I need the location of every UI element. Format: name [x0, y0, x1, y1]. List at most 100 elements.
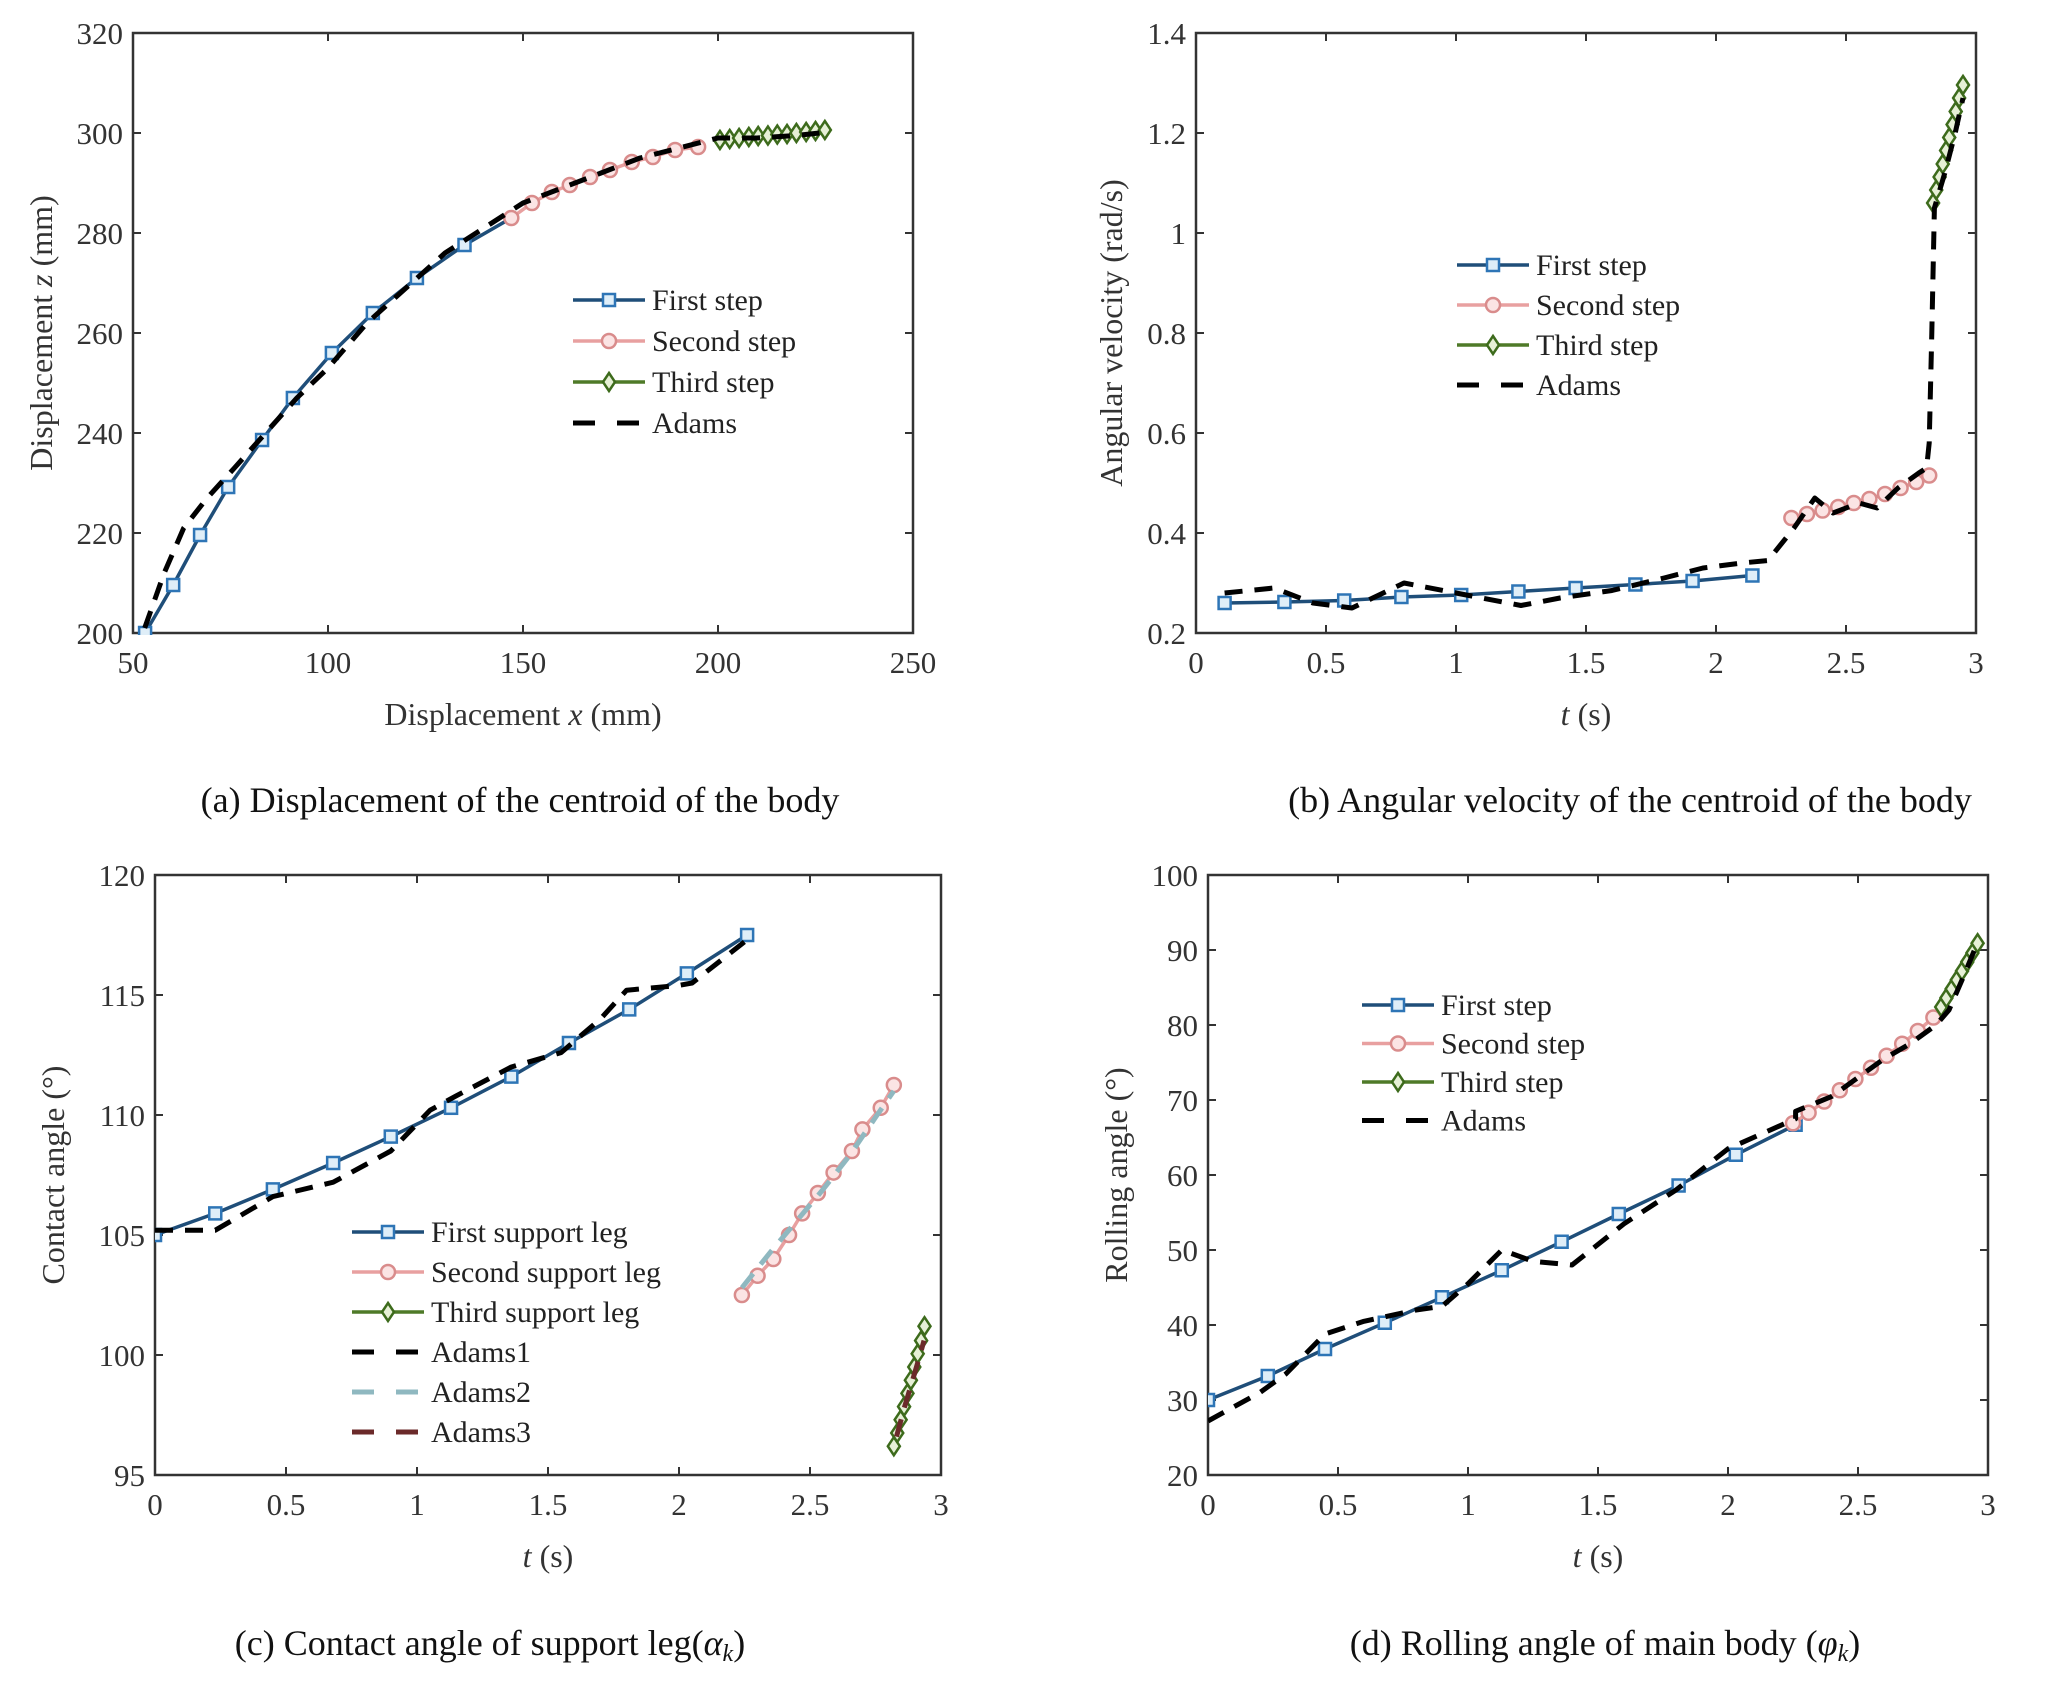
axes-frame — [1206, 873, 1990, 1477]
y-tick-label: 30 — [1167, 1383, 1198, 1418]
x-tick-label: 2.5 — [1839, 1487, 1878, 1522]
x-tick-label: 1.5 — [529, 1487, 568, 1522]
legend-label-adams3: Adams3 — [431, 1416, 531, 1449]
x-tick-label: 0 — [1188, 645, 1204, 680]
y-axis-label: Angular velocity (rad/s) — [1093, 179, 1129, 486]
legend-label-second-step: Second step — [652, 325, 796, 358]
data-point-first-step — [1728, 1147, 1744, 1162]
y-tick-label: 0.6 — [1147, 416, 1186, 451]
y-tick-label: 60 — [1167, 1158, 1198, 1193]
legend: First step Second step Third step Adams — [1457, 249, 1680, 402]
data-point-first-step — [192, 527, 208, 543]
series-line-second-step — [1792, 1016, 1935, 1125]
plot-area — [1208, 931, 1986, 1424]
legend-marker-first-step — [1390, 997, 1406, 1013]
y-tick-label: 50 — [1167, 1233, 1198, 1268]
y-tick-label: 100 — [99, 1338, 146, 1373]
data-point-third-support-leg — [916, 1314, 932, 1338]
data-point-first-step — [137, 625, 153, 635]
x-tick-label: 250 — [890, 645, 937, 680]
panel-caption: (b) Angular velocity of the centroid of … — [1288, 780, 1972, 820]
legend: First support leg Second support leg Third… — [352, 1216, 661, 1449]
data-point-first-step — [1611, 1206, 1627, 1222]
data-point-first-step — [1554, 1234, 1569, 1249]
y-tick-label: 120 — [99, 858, 146, 893]
x-tick-label: 1 — [1460, 1487, 1476, 1522]
y-tick-label: 0.4 — [1147, 516, 1186, 551]
x-tick-label: 0.5 — [267, 1487, 306, 1522]
legend-label-adams: Adams — [1536, 369, 1621, 402]
x-tick-label: 2.5 — [1827, 645, 1866, 680]
series-line-adams1 — [155, 937, 749, 1233]
data-point-second-step — [1814, 502, 1831, 519]
legend-label-second-support-leg: Second support leg — [431, 1256, 661, 1289]
x-axis-label: t (s) — [1573, 1538, 1624, 1574]
data-point-second-step — [1878, 1047, 1895, 1064]
x-tick-label: 2.5 — [791, 1487, 830, 1522]
y-tick-label: 240 — [77, 416, 124, 451]
legend-marker-third-support-leg — [380, 1300, 396, 1324]
x-tick-label: 2 — [1708, 645, 1724, 680]
data-point-third-step — [817, 118, 833, 142]
legend-label-third-step: Third step — [1441, 1066, 1563, 1099]
data-point-first-step — [1377, 1315, 1393, 1330]
data-point-first-step — [1217, 595, 1232, 611]
data-point-first-support-leg — [504, 1069, 519, 1084]
data-point-first-support-leg — [325, 1155, 341, 1171]
plot-area — [155, 927, 932, 1458]
y-tick-label: 80 — [1167, 1008, 1198, 1043]
legend-marker-third-step — [1390, 1070, 1406, 1094]
data-point-first-step — [1208, 1392, 1216, 1408]
legend-label-first-step: First step — [1536, 249, 1647, 282]
legend-label-third-step: Third step — [652, 366, 774, 399]
y-axis-label: Displacement z (mm) — [23, 195, 59, 470]
series-line-adams2 — [739, 1089, 896, 1290]
legend-label-second-step: Second step — [1441, 1028, 1585, 1061]
y-tick-label: 220 — [77, 516, 124, 551]
legend-label-adams: Adams — [652, 407, 737, 440]
x-axis-label: t (s) — [523, 1538, 574, 1574]
legend-label-first-step: First step — [1441, 989, 1552, 1022]
series-line-second-step — [510, 145, 699, 220]
x-axis-label: Displacement x (mm) — [384, 696, 661, 732]
data-point-first-step — [1277, 594, 1292, 610]
data-point-first-support-leg — [621, 1002, 637, 1017]
data-point-first-step — [1260, 1368, 1276, 1384]
x-tick-label: 0 — [1200, 1487, 1216, 1522]
panel-a-displacement: 50 100 150 200 250 200 220 240 260 280 300 320 Displ… — [23, 16, 936, 820]
y-tick-label: 1.4 — [1147, 16, 1186, 51]
x-tick-label: 1 — [409, 1487, 425, 1522]
panel-b-angular-velocity: 0 0.5 1 1.5 2 2.5 3 0.2 0.4 0.6 0.8 1 1.2 1.4 t (s) Ang… — [1093, 16, 1984, 820]
panel-caption: (d) Rolling angle of main body (φk) — [1350, 1623, 1861, 1667]
y-tick-label: 0.2 — [1147, 616, 1186, 651]
y-tick-label: 90 — [1167, 933, 1198, 968]
y-tick-label: 70 — [1167, 1083, 1198, 1118]
x-tick-label: 0.5 — [1307, 645, 1346, 680]
data-point-first-step — [1568, 580, 1583, 596]
x-tick-label: 0.5 — [1319, 1487, 1358, 1522]
data-point-first-step — [1317, 1341, 1333, 1357]
x-tick-label: 50 — [118, 645, 149, 680]
axes-frame — [153, 873, 943, 1477]
x-tick-label: 3 — [1968, 645, 1984, 680]
data-point-first-support-leg — [155, 1227, 163, 1243]
x-tick-label: 3 — [1980, 1487, 1996, 1522]
data-point-second-support-leg — [733, 1286, 751, 1304]
series-line-first-step — [1208, 1123, 1797, 1402]
legend-marker-first-step — [1485, 257, 1501, 273]
legend-marker-first-step — [601, 292, 617, 308]
y-tick-label: 0.8 — [1147, 316, 1186, 351]
data-point-first-support-leg — [679, 966, 695, 981]
panel-c-contact-angle: 0 0.5 1 1.5 2 2.5 3 95 100 105 110 115 120 t (s) Conta… — [35, 858, 949, 1667]
x-axis-label: t (s) — [1561, 696, 1612, 732]
y-tick-label: 20 — [1167, 1458, 1198, 1493]
legend-label-third-support-leg: Third support leg — [431, 1296, 639, 1329]
data-point-first-step — [1511, 584, 1526, 599]
legend-marker-first-support-leg — [380, 1224, 396, 1240]
series-line-first-step — [143, 216, 513, 634]
legend: First step Second step Third step Adams — [573, 284, 796, 440]
x-tick-label: 100 — [305, 645, 352, 680]
series-line-first-support-leg — [155, 933, 749, 1237]
legend-label-adams: Adams — [1441, 1105, 1526, 1138]
